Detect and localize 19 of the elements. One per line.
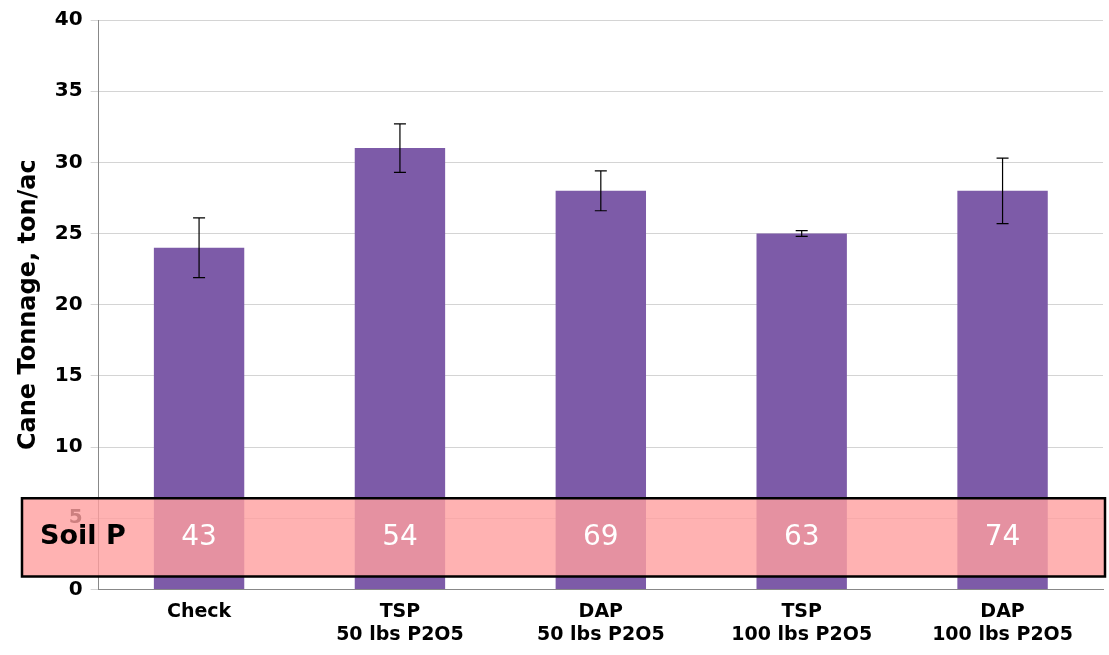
x-tick-label: Check xyxy=(166,598,232,621)
x-tick-label: DAP 100 lbs P2O5 xyxy=(932,598,1073,644)
annotation: 69 xyxy=(583,518,619,552)
y-tick-label: 40 xyxy=(54,6,83,31)
annotation: 54 xyxy=(382,518,418,552)
y-axis-title: Cane Tonnage, ton/ac xyxy=(12,159,41,451)
y-tick-label: 0 xyxy=(68,575,83,600)
x-tick-label: DAP 50 lbs P2O5 xyxy=(537,598,665,644)
y-tick-label: 20 xyxy=(54,290,83,315)
y-tick-label: 35 xyxy=(54,77,83,102)
y-tick-label: 15 xyxy=(54,362,83,387)
y-tick-label: 25 xyxy=(54,219,83,244)
x-tick-label: TSP 100 lbs P2O5 xyxy=(731,598,873,644)
annotation: 43 xyxy=(181,518,217,552)
annotation: 63 xyxy=(783,518,820,552)
annotation: 74 xyxy=(984,518,1021,552)
y-tick-label: 30 xyxy=(54,148,83,173)
y-tick-label: 10 xyxy=(54,433,83,458)
x-tick-label: TSP 50 lbs P2O5 xyxy=(336,598,464,644)
